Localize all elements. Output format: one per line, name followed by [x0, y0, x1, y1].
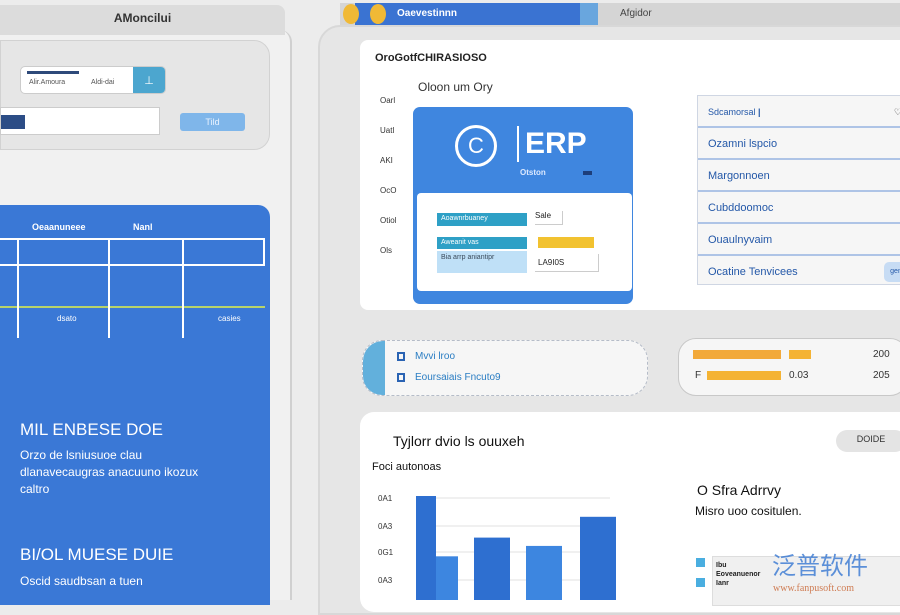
erp-pill: Aweanit vas: [437, 237, 527, 249]
sub-table: [712, 556, 900, 606]
erp-yellow-bar: [538, 237, 594, 248]
bar: [526, 545, 562, 600]
bar: [436, 556, 458, 600]
stats-card: 200 F 0.03 205: [678, 338, 900, 396]
quick-links-accent: [363, 341, 385, 395]
legend-swatch: [696, 558, 705, 567]
table-header: Oeaanuneee: [32, 222, 86, 232]
search-input-accent: [1, 115, 25, 129]
data-table: dsato casies: [0, 238, 265, 338]
y-tick-label: 0A1: [378, 494, 393, 503]
tab-accent: [580, 3, 598, 25]
menu-list: Sdcamorsal | ♡ Ozamni lspcio Margonnoen C…: [697, 95, 900, 285]
erp-logo-icon: C: [455, 125, 497, 167]
tab-other[interactable]: Afgidor: [620, 8, 652, 19]
menu-item-label: Sdcamorsal: [708, 107, 756, 117]
card-subtitle: Oloon um Ory: [418, 80, 493, 94]
square-icon: [397, 372, 405, 382]
quick-links: Mvvi lroo Eoursaiais Fncuto9: [362, 340, 648, 396]
erp-value: Sale: [535, 211, 563, 225]
stat-bar: [693, 350, 781, 359]
axis-label: Uatl: [380, 126, 395, 135]
legend-subtitle: Misro uoo cositulen.: [695, 504, 802, 518]
mini-search-label: Alir.Amoura: [29, 79, 66, 86]
upload-icon[interactable]: ⊥: [133, 67, 165, 93]
shield-icon: ♡: [893, 107, 900, 117]
chart-subtitle: Foci autonoas: [372, 461, 442, 473]
table-header: Nanl: [133, 222, 153, 232]
menu-item[interactable]: Ozamni lspcio: [698, 128, 900, 160]
section-text: Orzo de lsniusuoe clau dlanavecaugras an…: [20, 448, 199, 496]
bookmark-icon: [397, 351, 405, 361]
menu-item[interactable]: Margonnoen: [698, 160, 900, 192]
chart-title: Tyjlorr dvio ls ouuxeh: [393, 433, 525, 449]
axis-label: AKI: [380, 156, 393, 165]
mini-search-box[interactable]: Alir.Amoura Aldi-dai ⊥: [20, 66, 166, 94]
y-tick-label: 0G1: [378, 548, 394, 557]
stat-value: 0.03: [789, 370, 809, 381]
menu-badge[interactable]: gen: [884, 262, 900, 282]
quick-link[interactable]: Eoursaiais Fncuto9: [397, 372, 501, 383]
stat-bar: [707, 371, 781, 380]
watermark-url: www.fanpusoft.com: [773, 583, 855, 594]
section-text: Oscid saudbsan a tuen: [20, 574, 143, 588]
quick-link[interactable]: Mvvi lroo: [397, 351, 455, 362]
window-dot-icon[interactable]: [370, 4, 386, 24]
tab-active[interactable]: Oaevestinnn: [355, 3, 580, 25]
section-title: MIL ENBESE DOE: [20, 420, 163, 439]
table-cell: dsato: [57, 314, 77, 323]
axis-label: OcO: [380, 186, 397, 195]
erp-name: ERP: [517, 126, 587, 162]
legend-swatch: [696, 578, 705, 587]
stat-label: F: [695, 370, 702, 381]
menu-item[interactable]: Ocatine Tenvicees gen: [698, 256, 900, 288]
y-tick-label: 0A3: [378, 576, 393, 585]
left-panel-title: AMoncilui: [0, 5, 285, 35]
card-title: OroGotfCHIRASIOSO: [375, 52, 487, 64]
erp-pill: Bia arrp aniantipr: [437, 251, 527, 273]
y-tick-label: 0A3: [378, 522, 393, 531]
bar-chart: 0A1 0A3 0G1 0A3: [378, 494, 616, 600]
quick-link-label: Eoursaiais Fncuto9: [415, 372, 501, 383]
window-dot-icon[interactable]: [343, 4, 359, 24]
stat-bar-secondary: [789, 350, 811, 359]
quick-link-label: Mvvi lroo: [415, 351, 456, 362]
erp-indicator: [583, 171, 592, 175]
bar: [416, 496, 436, 600]
table-cell: casies: [218, 314, 241, 323]
section-title: BI/OL MUESE DUIE: [20, 545, 174, 564]
go-button[interactable]: Tild: [180, 113, 245, 131]
erp-subtitle: Otston: [520, 168, 546, 177]
mini-search-value: Aldi-dai: [91, 79, 115, 86]
bar: [580, 516, 616, 600]
menu-item[interactable]: Sdcamorsal | ♡: [698, 96, 900, 128]
erp-value: LA9I0S: [535, 254, 599, 272]
stat-total: 205: [873, 370, 890, 381]
menu-item[interactable]: Ouaulnyvaim: [698, 224, 900, 256]
watermark-logo: 泛普软件: [772, 553, 868, 580]
menu-item-label: Ocatine Tenvicees: [708, 266, 798, 278]
erp-pill: Aoawnrbuaney: [437, 213, 527, 226]
bar: [474, 537, 510, 600]
axis-label: Oarl: [380, 96, 396, 105]
menu-item[interactable]: Cubddoomoc: [698, 192, 900, 224]
axis-label: Ols: [380, 246, 392, 255]
search-input[interactable]: [0, 107, 160, 135]
chart-filter-button[interactable]: DOIDE: [836, 430, 900, 452]
blue-card: Oeaanuneee Nanl dsato casies MIL ENBESE …: [0, 205, 270, 605]
stat-total: 200: [873, 349, 890, 360]
progress-bar: [27, 71, 79, 74]
axis-label: Otiol: [380, 216, 397, 225]
sub-table-label: Ibu Eoveanuenor Ianr: [716, 562, 761, 587]
legend-title: O Sfra Adrrvy: [697, 482, 782, 498]
